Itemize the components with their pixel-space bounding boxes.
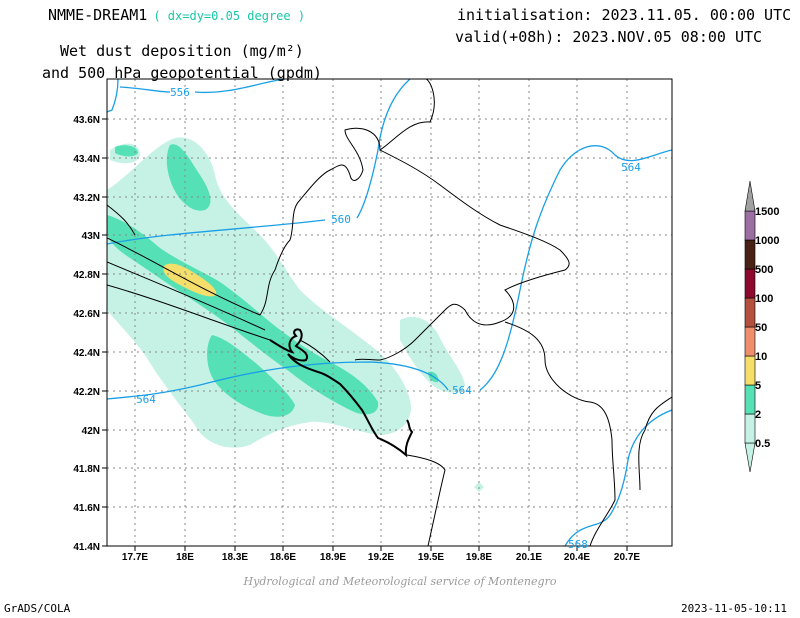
lat-label: 41.8N — [73, 464, 100, 475]
colorbar-lower-arrow — [744, 442, 756, 473]
software-label: GrADS/COLA — [4, 602, 71, 615]
initialisation-time: initialisation: 2023.11.05. 00:00 UTC — [457, 6, 792, 24]
colorbar-upper-arrow — [744, 180, 756, 212]
colorbar-label: 50 — [755, 322, 767, 334]
model-name: NMME-DREAM1 ( dx=dy=0.05 degree ) — [48, 6, 305, 24]
contour-label: 564 — [621, 161, 641, 174]
lat-label: 41.4N — [73, 542, 100, 553]
lat-label: 41.6N — [73, 503, 100, 514]
colorbar-label: 1500 — [755, 206, 779, 218]
colorbar-swatch — [744, 297, 756, 328]
lat-label: 42.4N — [73, 348, 100, 359]
geopotential-contours — [107, 79, 672, 546]
colorbar-swatch — [744, 210, 756, 241]
axis-ticks — [102, 118, 628, 551]
lon-label: 20.1E — [516, 552, 542, 563]
lat-label: 42.8N — [73, 270, 100, 281]
lat-label: 43.6N — [73, 115, 100, 126]
lat-label: 42.2N — [73, 387, 100, 398]
lat-label: 43.4N — [73, 154, 100, 165]
coastline — [269, 328, 414, 458]
resolution-note: ( dx=dy=0.05 degree ) — [153, 9, 306, 23]
colorbar-swatch — [744, 413, 756, 444]
lon-label: 20.7E — [614, 552, 640, 563]
credit-footer: Hydrological and Meteorological service … — [243, 575, 557, 588]
lat-label: 42N — [82, 426, 100, 437]
valid-time: valid(+08h): 2023.NOV.05 08:00 UTC — [455, 28, 763, 46]
lat-label: 42.6N — [73, 309, 100, 320]
colorbar-label: 1000 — [755, 235, 779, 247]
lon-label: 18.6E — [270, 552, 296, 563]
colorbar-swatch — [744, 326, 756, 357]
lat-label: 43.2N — [73, 193, 100, 204]
contour-label: 568 — [568, 538, 588, 551]
borders — [107, 79, 672, 546]
colorbar-label: 0.5 — [755, 438, 770, 450]
generation-timestamp: 2023-11-05-10:11 — [681, 602, 787, 615]
colorbar-swatch — [744, 268, 756, 299]
contour-label: 560 — [331, 213, 351, 226]
lon-label: 17.7E — [122, 552, 148, 563]
colorbar-label: 10 — [755, 351, 767, 363]
lon-label: 18E — [176, 552, 194, 563]
contour-label: 556 — [170, 86, 190, 99]
colorbar-label: 5 — [755, 380, 761, 392]
lon-label: 18.9E — [320, 552, 346, 563]
colorbar-swatch — [744, 355, 756, 386]
model-title: NMME-DREAM1 — [48, 6, 148, 24]
lon-label: 19.8E — [466, 552, 492, 563]
map-title-line1: Wet dust deposition (mg/m²) — [60, 42, 304, 60]
contour-label: 564 — [136, 393, 156, 406]
colorbar-swatch — [744, 384, 756, 415]
lon-label: 20.4E — [564, 552, 590, 563]
colorbar-swatch — [744, 239, 756, 270]
graticule — [107, 79, 672, 546]
colorbar-label: 100 — [755, 293, 773, 305]
lon-label: 19.2E — [368, 552, 394, 563]
lon-label: 18.3E — [222, 552, 248, 563]
map-title-line2: and 500 hPa geopotential (gpdm) — [42, 64, 322, 82]
contour-label: 564 — [452, 384, 472, 397]
colorbar-label: 500 — [755, 264, 773, 276]
lat-label: 43N — [82, 231, 100, 242]
colorbar-label: 2 — [755, 409, 761, 421]
lon-label: 19.5E — [418, 552, 444, 563]
